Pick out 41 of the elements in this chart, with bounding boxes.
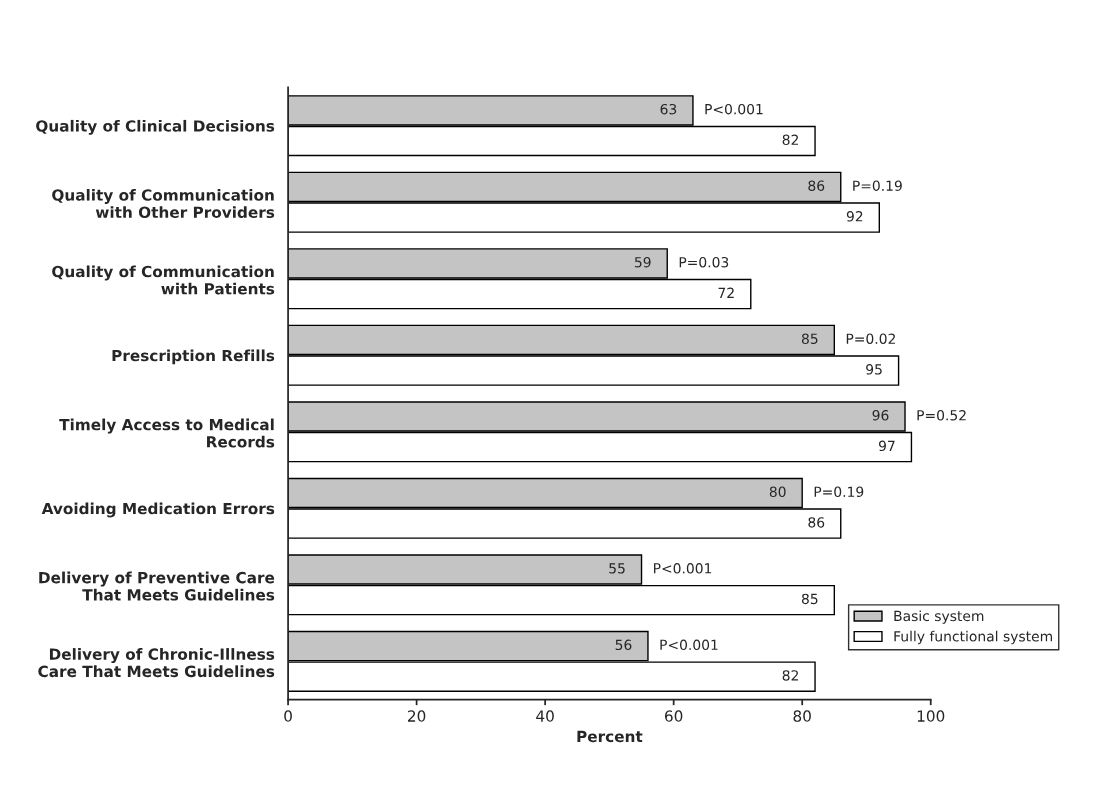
annotation: P<0.001 (705, 103, 763, 115)
data-label: 63 (660, 103, 677, 115)
data-label: 56 (615, 639, 632, 651)
y-tick-label: Timely Access to Medical Records (59, 418, 275, 448)
data-label: 72 (718, 287, 734, 298)
y-tick-label: Quality of Communication with Patients (52, 265, 275, 295)
y-tick-label: Quality of Communication with Other Providers (52, 188, 275, 219)
x-tick-label: 100 (917, 710, 945, 722)
annotation: P=0.19 (814, 486, 864, 498)
legend-label: Fully functional system (894, 630, 1052, 645)
data-label: 82 (782, 134, 798, 146)
annotation: P=0.52 (917, 410, 966, 421)
x-tick-label: 80 (793, 710, 811, 722)
data-label: 86 (808, 180, 825, 191)
annotation: P<0.001 (660, 639, 718, 651)
x-tick-label: 20 (408, 710, 426, 722)
annotation: P=0.19 (853, 180, 902, 191)
data-label: 96 (872, 410, 889, 421)
legend-label: Basic system (894, 610, 984, 624)
data-label: 92 (846, 211, 863, 222)
data-label: 80 (769, 486, 786, 498)
data-label: 86 (808, 517, 825, 528)
data-label: 82 (782, 670, 798, 681)
y-tick-label: Quality of Clinical Decisions (36, 119, 275, 135)
x-axis-title: Percent (577, 730, 643, 743)
x-tick-label: 60 (665, 710, 683, 722)
data-label: 95 (866, 364, 882, 375)
y-tick-label: Avoiding Medication Errors (41, 502, 275, 518)
annotation: P=0.03 (679, 256, 729, 268)
data-label: 97 (878, 440, 895, 452)
y-tick-label: Delivery of Preventive Care That Meets Guidelines (39, 571, 275, 601)
y-tick-label: Prescription Refills (112, 349, 275, 365)
y-tick-label: Delivery of Chronic-Illness Care That Meets Guidelines (38, 648, 275, 678)
data-label: 55 (609, 563, 625, 574)
data-label: 85 (801, 333, 818, 344)
data-label: 85 (801, 593, 818, 605)
data-label: 59 (634, 256, 651, 268)
annotation: P<0.001 (654, 563, 712, 574)
x-tick-label: 40 (536, 710, 554, 722)
annotation: P=0.02 (846, 333, 895, 344)
x-tick-label: 0 (284, 710, 292, 722)
